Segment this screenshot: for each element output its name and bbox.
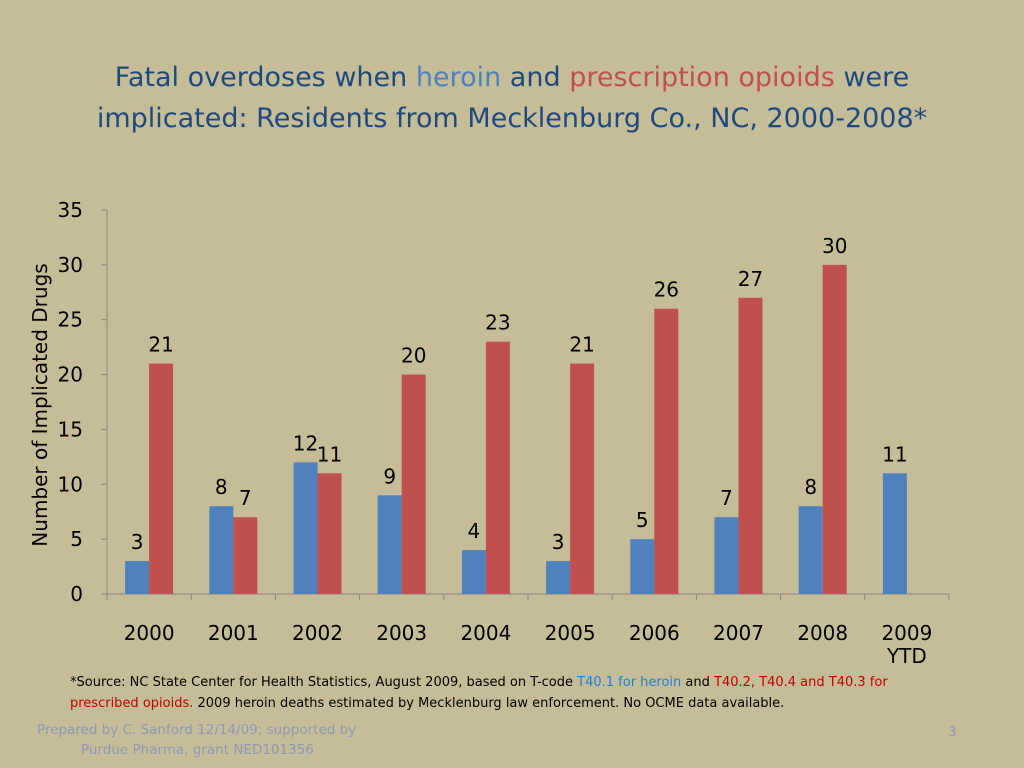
data-label-heroin: 4 xyxy=(468,519,481,543)
footnote-rx-codes: T40.2, T40.4 and T40.3 for prescribed op… xyxy=(70,675,888,711)
bar-prescription-opioids xyxy=(485,341,510,594)
footnote-text-b: 2009 heroin deaths estimated by Mecklenb… xyxy=(193,696,785,711)
y-tick-label: 5 xyxy=(70,527,83,551)
data-label-heroin: 8 xyxy=(804,475,817,499)
y-tick-label: 30 xyxy=(58,253,83,277)
data-label-heroin: 5 xyxy=(636,508,649,532)
credit-line1: Prepared by C. Sanford 12/14/09; support… xyxy=(37,722,357,738)
bar-heroin xyxy=(630,539,655,594)
data-label-prescription-opioids: 26 xyxy=(654,278,679,302)
data-label-heroin: 11 xyxy=(882,442,907,466)
credit-note: Prepared by C. Sanford 12/14/09; support… xyxy=(37,720,367,760)
data-label-heroin: 3 xyxy=(131,530,144,554)
bar-prescription-opioids xyxy=(317,473,342,594)
x-tick-label: 2001 xyxy=(208,621,259,645)
y-tick-label: 20 xyxy=(58,363,83,387)
slide-title: Fatal overdoses when heroin and prescrip… xyxy=(40,57,984,139)
bar-heroin xyxy=(714,517,739,594)
x-tick-label: 2009 YTD xyxy=(881,621,932,668)
x-tick-label: 2003 xyxy=(376,621,427,645)
x-tick-label: 2006 xyxy=(629,621,680,645)
bar-prescription-opioids xyxy=(570,363,595,594)
footnote-and: and xyxy=(681,675,715,690)
data-label-prescription-opioids: 27 xyxy=(738,267,763,291)
bar-heroin xyxy=(209,506,234,594)
bar-heroin xyxy=(125,561,150,594)
data-label-prescription-opioids: 20 xyxy=(401,344,426,368)
y-tick-label: 25 xyxy=(58,308,83,332)
x-tick-label: 2005 xyxy=(545,621,596,645)
bar-heroin xyxy=(546,561,571,594)
y-axis-label-container: Number of Implicated Drugs xyxy=(22,215,58,595)
y-tick-label: 10 xyxy=(58,472,83,496)
bar-heroin xyxy=(798,506,823,594)
data-label-prescription-opioids: 30 xyxy=(822,234,847,258)
credit-line2: Purdue Pharma, grant NED101356 xyxy=(81,742,314,758)
footnote-heroin-code: T40.1 for heroin xyxy=(577,675,682,690)
x-tick-label: 2004 xyxy=(460,621,511,645)
bar-prescription-opioids xyxy=(233,517,258,594)
bar-prescription-opioids xyxy=(822,264,847,594)
title-text-part1: Fatal overdoses when xyxy=(114,62,416,93)
bar-heroin xyxy=(882,473,907,594)
data-label-prescription-opioids: 23 xyxy=(485,311,510,335)
page-number: 3 xyxy=(948,724,957,740)
bar-heroin xyxy=(293,462,318,594)
bar-heroin xyxy=(461,550,486,594)
bar-prescription-opioids xyxy=(738,297,763,594)
title-text-part3: were xyxy=(834,62,910,93)
data-label-heroin: 9 xyxy=(383,464,396,488)
title-line2: implicated: Residents from Mecklenburg C… xyxy=(96,103,928,134)
data-label-prescription-opioids: 21 xyxy=(569,333,594,357)
x-tick-label: 2008 xyxy=(797,621,848,645)
y-tick-label: 15 xyxy=(58,417,83,441)
title-text-part2: and xyxy=(501,62,570,93)
y-tick-label: 35 xyxy=(58,198,83,222)
data-label-heroin: 12 xyxy=(293,431,318,455)
bar-prescription-opioids xyxy=(149,363,174,594)
bar-prescription-opioids xyxy=(654,308,679,594)
data-label-prescription-opioids: 11 xyxy=(317,442,342,466)
y-axis-label: Number of Implicated Drugs xyxy=(28,263,52,547)
data-label-heroin: 8 xyxy=(215,475,228,499)
data-label-heroin: 7 xyxy=(720,486,733,510)
x-tick-label: 2002 xyxy=(292,621,343,645)
source-footnote: *Source: NC State Center for Health Stat… xyxy=(70,672,950,714)
data-label-heroin: 3 xyxy=(552,530,565,554)
data-label-prescription-opioids: 7 xyxy=(239,486,252,510)
data-label-prescription-opioids: 21 xyxy=(148,333,173,357)
title-prescription-opioids-text: prescription opioids xyxy=(569,62,835,93)
bar-prescription-opioids xyxy=(401,374,426,594)
x-tick-label: 2007 xyxy=(713,621,764,645)
x-tick-label: 2000 xyxy=(124,621,175,645)
title-heroin-text: heroin xyxy=(415,62,502,93)
footnote-text-a: *Source: NC State Center for Health Stat… xyxy=(70,675,578,690)
y-tick-label: 0 xyxy=(70,582,83,606)
bar-heroin xyxy=(377,495,402,594)
